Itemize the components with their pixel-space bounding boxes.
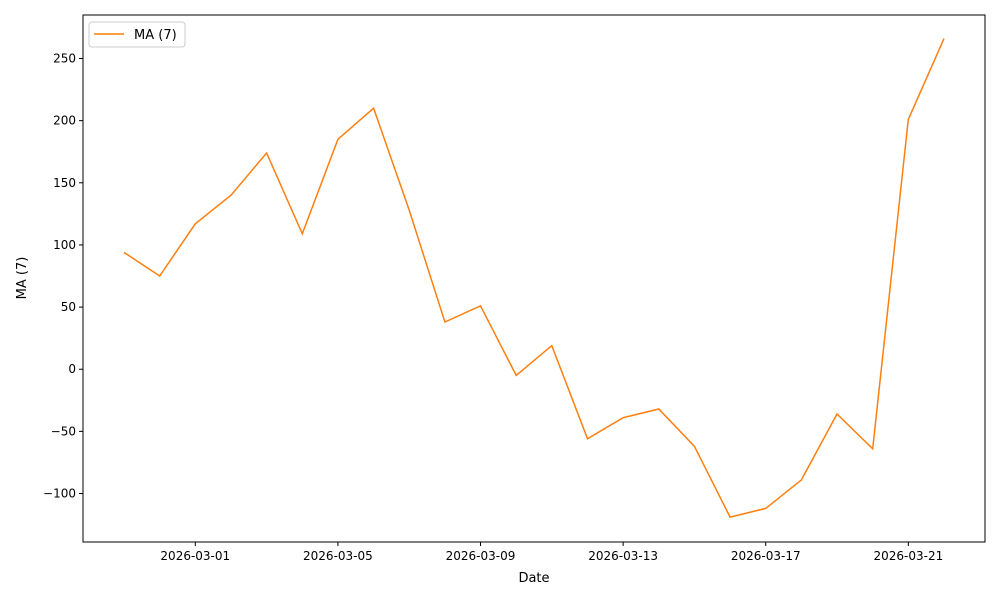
y-tick-label: 0 [68,362,76,376]
y-tick-label: 200 [53,114,76,128]
y-tick-label: −100 [43,487,76,501]
x-tick-label: 2026-03-01 [160,549,230,563]
plot-frame [82,14,986,543]
legend-box [88,21,186,48]
legend-label: MA (7) [134,28,177,43]
x-tick-label: 2026-03-21 [873,549,943,563]
x-tick-label: 2026-03-13 [588,549,658,563]
x-axis: 2026-03-01 2026-03-05 2026-03-09 2026-03-13… [160,542,943,563]
y-tick-label: 100 [53,238,76,252]
x-tick-label: 2026-03-05 [303,549,373,563]
y-tick-label: 50 [61,300,76,314]
y-axis: −100 −50 0 50 100 150 200 250 [43,52,83,501]
x-axis-label: Date [518,571,549,586]
y-tick-label: −50 [51,424,76,438]
legend: MA (7) [88,21,186,48]
series-lines [123,38,945,518]
series-line [123,38,945,518]
y-tick-label: 250 [53,52,76,66]
y-tick-label: 150 [53,176,76,190]
x-tick-label: 2026-03-09 [446,549,516,563]
x-tick-label: 2026-03-17 [731,549,801,563]
y-axis-label: MA (7) [15,257,30,300]
